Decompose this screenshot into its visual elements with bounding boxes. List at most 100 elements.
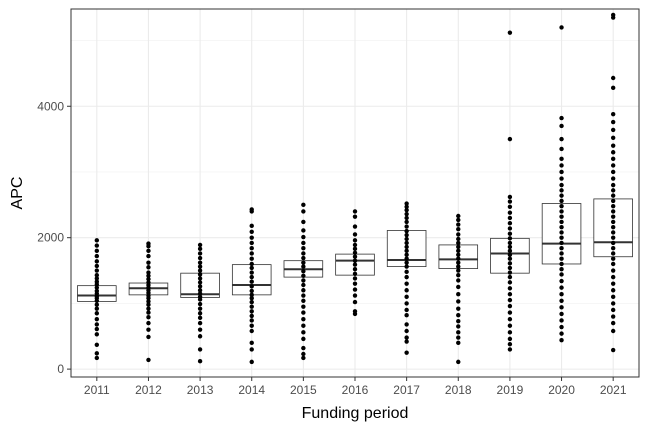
data-point xyxy=(404,307,409,313)
data-points xyxy=(94,12,616,365)
x-tick-label: 2019 xyxy=(497,383,524,397)
data-point xyxy=(610,314,616,319)
data-point xyxy=(456,236,461,242)
data-point xyxy=(301,273,306,278)
data-point xyxy=(610,288,616,293)
data-point xyxy=(197,255,203,261)
data-point xyxy=(301,234,306,240)
data-point xyxy=(456,284,461,290)
data-point xyxy=(507,252,513,257)
data-point xyxy=(352,232,358,237)
data-point xyxy=(404,260,409,265)
data-point xyxy=(559,198,564,204)
data-point xyxy=(456,272,461,278)
data-point xyxy=(352,267,358,272)
data-point xyxy=(507,261,513,266)
data-point xyxy=(610,347,616,353)
data-point xyxy=(352,224,358,229)
data-point xyxy=(249,207,254,212)
data-point xyxy=(456,299,461,304)
data-point xyxy=(301,293,306,298)
data-point xyxy=(456,226,461,232)
data-point xyxy=(249,274,254,280)
data-point xyxy=(507,280,513,285)
data-point xyxy=(301,330,306,335)
data-point xyxy=(301,288,306,293)
data-point xyxy=(301,351,306,357)
data-point xyxy=(507,244,513,250)
data-point xyxy=(197,284,203,289)
data-point xyxy=(301,310,306,315)
data-point xyxy=(301,316,306,322)
data-point xyxy=(94,248,100,254)
data-point xyxy=(301,219,306,225)
data-point xyxy=(404,236,409,242)
data-point xyxy=(249,288,254,294)
data-point xyxy=(456,232,461,237)
data-point xyxy=(404,274,409,280)
data-point xyxy=(610,182,616,188)
data-point xyxy=(146,315,151,320)
data-point xyxy=(352,271,358,277)
data-point xyxy=(404,244,409,250)
data-point xyxy=(559,115,564,121)
x-tick-label: 2016 xyxy=(342,383,369,397)
data-point xyxy=(559,146,564,152)
data-point xyxy=(94,351,100,356)
data-point xyxy=(404,281,409,286)
data-point xyxy=(301,355,306,361)
data-point xyxy=(249,340,254,346)
data-point xyxy=(94,302,100,307)
data-point xyxy=(404,288,409,293)
y-tick-label: 0 xyxy=(57,362,64,376)
data-point xyxy=(559,203,564,209)
data-point xyxy=(146,327,151,332)
data-point xyxy=(94,342,100,347)
data-point xyxy=(404,228,409,234)
x-tick-label: 2012 xyxy=(135,383,162,397)
data-point xyxy=(456,252,461,257)
x-tick-label: 2021 xyxy=(600,383,627,397)
data-point xyxy=(404,335,409,340)
data-point xyxy=(559,136,564,142)
data-point xyxy=(146,253,151,259)
data-point xyxy=(559,256,564,261)
data-point xyxy=(249,309,254,314)
data-point xyxy=(352,242,358,248)
data-point xyxy=(197,320,203,326)
data-point xyxy=(197,260,203,265)
data-point xyxy=(146,320,151,326)
data-point xyxy=(559,298,564,303)
data-point xyxy=(610,150,616,155)
data-point xyxy=(507,231,513,236)
data-point xyxy=(301,323,306,328)
data-point xyxy=(559,230,564,235)
data-point xyxy=(249,359,254,365)
data-point xyxy=(559,163,564,168)
data-point xyxy=(507,248,513,254)
x-tick-label: 2018 xyxy=(445,383,472,397)
data-point xyxy=(197,311,203,316)
data-point xyxy=(352,258,358,263)
data-point xyxy=(249,223,254,229)
data-point xyxy=(94,316,100,322)
data-point xyxy=(404,232,409,238)
data-point xyxy=(610,169,616,175)
data-point xyxy=(197,294,203,300)
data-point xyxy=(146,260,151,265)
data-point xyxy=(249,304,254,309)
data-point xyxy=(94,332,100,337)
data-point xyxy=(197,301,203,307)
data-point xyxy=(559,219,564,225)
data-point xyxy=(610,301,616,306)
data-point xyxy=(249,240,254,246)
data-point xyxy=(197,288,203,293)
data-point xyxy=(146,248,151,254)
data-point xyxy=(301,298,306,303)
data-point xyxy=(197,242,203,248)
data-point xyxy=(559,188,564,193)
y-axis-title: APC xyxy=(9,177,26,210)
data-point xyxy=(352,293,358,298)
data-point xyxy=(197,272,203,277)
data-point xyxy=(197,306,203,311)
